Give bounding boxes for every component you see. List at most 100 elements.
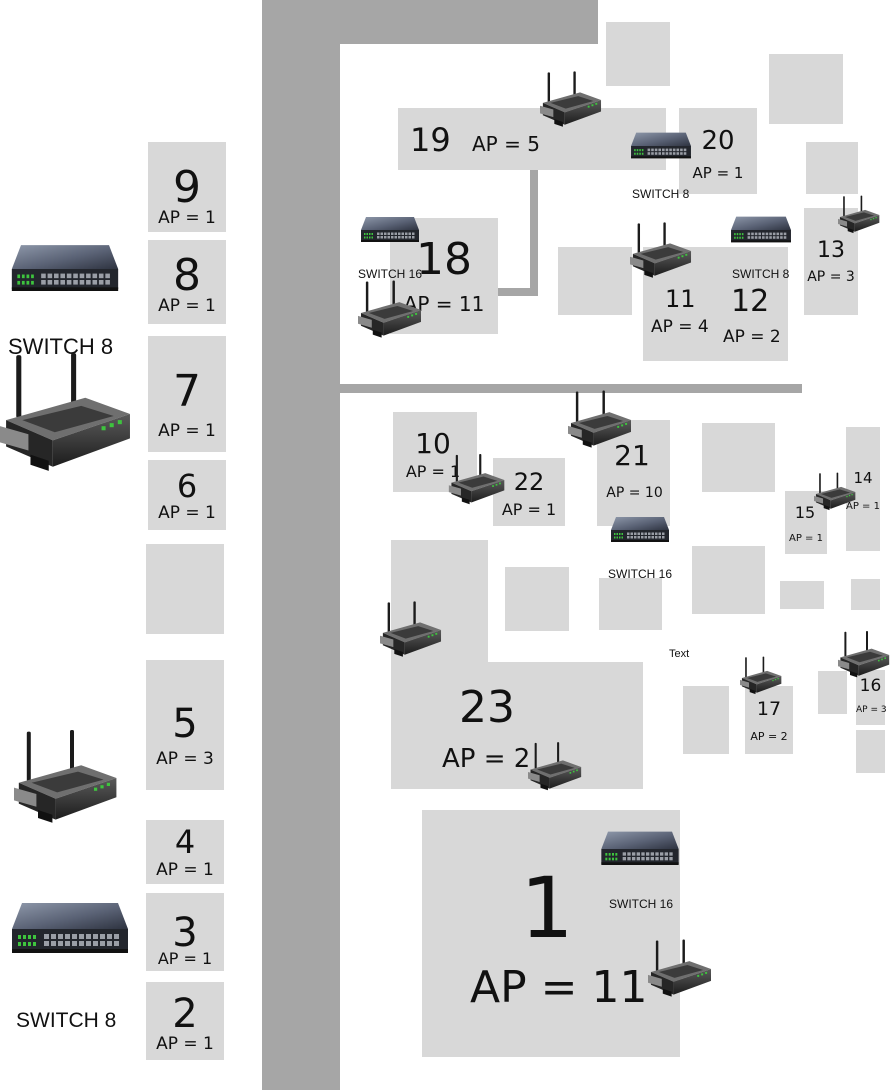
ap-count: AP = 4 [651, 317, 709, 337]
switch-label: SWITCH 8 [8, 334, 114, 359]
room-unlabeled-d [558, 247, 632, 315]
ap-count: AP = 10 [606, 485, 663, 501]
room-unlabeled-left [146, 544, 224, 634]
ap-count: AP = 1 [789, 533, 823, 544]
room-unlabeled-j [851, 579, 880, 610]
ap-count: AP = 11 [470, 962, 648, 1013]
ap-count: AP = 1 [846, 501, 880, 512]
network-switch-icon [630, 130, 692, 162]
wireless-router-icon [838, 630, 890, 680]
room-number: 5 [172, 701, 198, 747]
wireless-router-icon [358, 280, 422, 340]
connector-line-horizontal [496, 288, 538, 296]
room-unlabeled-m [856, 730, 885, 773]
switch-label: SWITCH 16 [609, 897, 674, 911]
ap-count: AP = 11 [403, 292, 485, 316]
room-unlabeled-g [599, 578, 662, 630]
ap-count: AP = 2 [723, 327, 781, 347]
room-unlabeled-h [692, 546, 765, 614]
wireless-router-icon [814, 472, 856, 512]
room-number: 22 [513, 468, 545, 496]
room-number: 8 [173, 250, 201, 301]
network-switch-icon [600, 828, 680, 870]
room-unlabeled-a [606, 22, 670, 86]
room-5: 5 AP = 3 [146, 660, 224, 790]
room-number: 11 [665, 285, 696, 313]
ap-count: AP = 1 [158, 296, 216, 316]
room-9: 9 AP = 1 [148, 142, 226, 232]
connector-line-vertical [530, 170, 538, 296]
ap-count: AP = 3 [856, 705, 887, 715]
wireless-router-icon [630, 222, 692, 280]
room-unlabeled-b [769, 54, 843, 124]
room-number: 19 [410, 121, 451, 159]
room-number: 15 [794, 503, 816, 522]
room-number: 3 [172, 910, 198, 956]
room-14: 14 AP = 1 [846, 427, 880, 551]
room-number: 7 [173, 366, 201, 417]
room-number: 18 [416, 234, 472, 285]
room-number: 10 [415, 427, 451, 460]
ap-count: AP = 1 [158, 421, 216, 441]
room-20: 20 AP = 1 [679, 108, 757, 194]
ap-count: AP = 1 [157, 949, 213, 968]
switch-label: SWITCH 16 [608, 567, 673, 581]
room-unlabeled-l [818, 671, 847, 714]
room-10: 10 AP = 1 [393, 412, 477, 492]
room-unlabeled-c [806, 142, 858, 194]
wireless-router-icon [648, 938, 712, 1000]
corridor-wall-top [262, 0, 598, 44]
ap-count: AP = 3 [807, 269, 855, 285]
room-number: 23 [459, 682, 515, 733]
ap-count: AP = 1 [158, 208, 216, 228]
room-number: 6 [176, 467, 198, 505]
switch-label: SWITCH 16 [358, 267, 423, 281]
network-switch-icon [610, 514, 670, 546]
ap-count: AP = 1 [405, 462, 461, 481]
room-number: 4 [174, 823, 196, 861]
room-19: 19 AP = 5 [398, 108, 666, 170]
room-number: 12 [731, 284, 770, 319]
wireless-router-icon [0, 350, 132, 478]
room-number: 21 [614, 439, 650, 472]
room-23: 23 AP = 2 [391, 662, 643, 789]
ap-count: AP = 5 [472, 132, 540, 156]
room-21: 21 AP = 10 [597, 420, 670, 526]
room-number: 14 [853, 469, 873, 487]
wireless-router-icon [448, 454, 506, 506]
room-17: 17 AP = 2 [745, 686, 793, 754]
room-3: 3 AP = 1 [146, 893, 224, 971]
room-number: 2 [172, 991, 198, 1037]
room-number: 13 [817, 238, 845, 263]
room-6: 6 AP = 1 [148, 460, 226, 530]
ap-count: AP = 1 [156, 1034, 214, 1054]
room-number: 1 [520, 859, 574, 957]
network-switch-icon [10, 240, 120, 298]
room-number: 16 [859, 676, 882, 696]
room-11-12: 11 AP = 4 12 AP = 2 [643, 247, 788, 361]
wireless-router-icon [740, 656, 782, 696]
ap-count: AP = 2 [442, 744, 531, 774]
ap-count: AP = 2 [750, 730, 788, 743]
wireless-router-icon [838, 194, 880, 236]
switch-label: SWITCH 8 [732, 267, 790, 281]
room-2: 2 AP = 1 [146, 982, 224, 1060]
room-8: 8 AP = 1 [148, 240, 226, 324]
ap-count: AP = 1 [158, 503, 216, 523]
divider-wall-horizontal [340, 384, 802, 393]
wireless-router-icon [380, 600, 442, 660]
room-number: 20 [701, 126, 735, 156]
ap-count: AP = 1 [501, 500, 557, 519]
wireless-router-icon [540, 70, 602, 130]
wireless-router-icon [14, 728, 118, 828]
room-number: 9 [173, 162, 201, 213]
room-unlabeled-k [683, 686, 729, 754]
ap-count: AP = 3 [156, 749, 214, 769]
switch-label: SWITCH 8 [16, 1009, 117, 1032]
room-unlabeled-f [505, 567, 569, 631]
free-text: Text [669, 648, 690, 660]
wireless-router-icon [568, 390, 632, 450]
room-22: 22 AP = 1 [493, 458, 565, 526]
switch-label: SWITCH 8 [632, 187, 690, 201]
room-7: 7 AP = 1 [148, 336, 226, 452]
